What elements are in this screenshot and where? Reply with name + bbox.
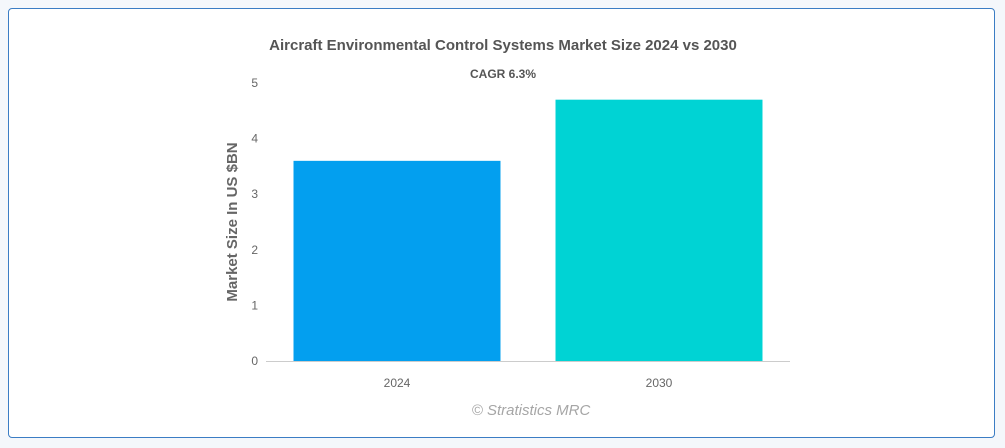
credit-text: © Stratistics MRC [472,402,591,419]
y-tick-label: 3 [251,187,258,201]
x-axis-ticks: 2024 2030 [384,376,673,390]
y-axis-ticks: 0 1 2 3 4 5 [251,76,258,368]
y-axis-label: Market Size In US $BN [224,142,241,301]
x-tick-label: 2030 [646,376,673,390]
chart-frame [8,8,995,438]
y-tick-label: 4 [251,132,258,146]
chart-subtitle: CAGR 6.3% [470,67,536,81]
y-tick-label: 2 [251,243,258,257]
bar-2030 [555,99,763,362]
x-tick-label: 2024 [384,376,411,390]
y-tick-label: 5 [251,76,258,90]
bar-2024 [293,160,501,361]
y-tick-label: 0 [251,354,258,368]
bars [293,99,763,362]
y-tick-label: 1 [251,298,258,312]
chart-title: Aircraft Environmental Control Systems M… [269,37,737,54]
